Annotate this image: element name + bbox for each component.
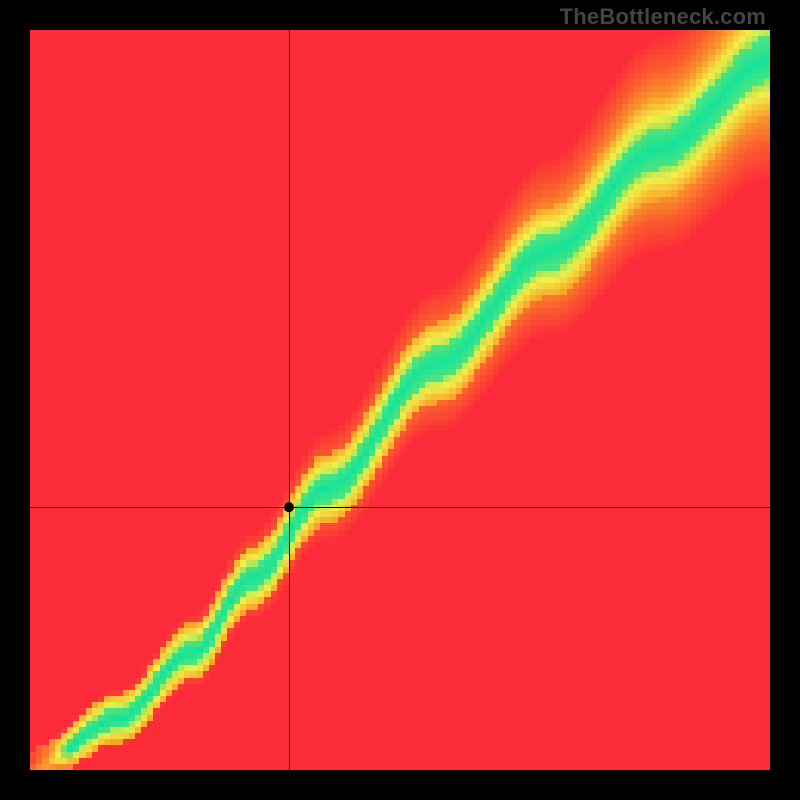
- watermark-text: TheBottleneck.com: [560, 4, 766, 30]
- heatmap-canvas: [30, 30, 770, 770]
- heatmap-plot: [30, 30, 770, 770]
- chart-frame: TheBottleneck.com: [0, 0, 800, 800]
